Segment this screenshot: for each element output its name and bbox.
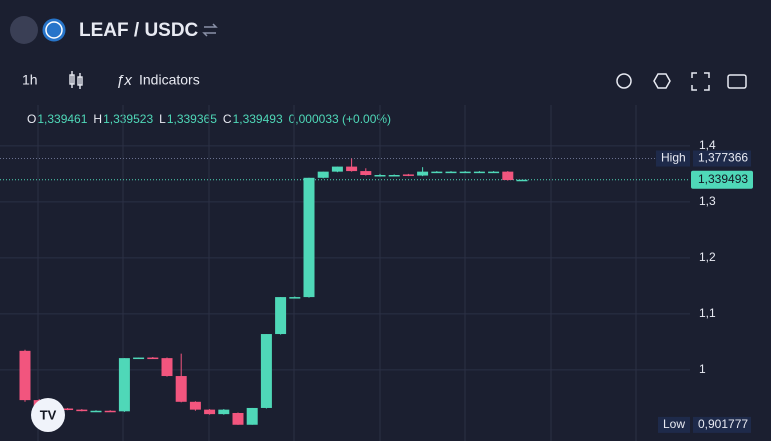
pair-title: LEAF / USDC <box>79 20 199 41</box>
candle-body <box>147 357 159 360</box>
ohlc-key: L <box>159 112 166 126</box>
low-value-box <box>693 416 751 433</box>
high-value-box <box>693 150 751 167</box>
y-tick-label: 1,2 <box>699 250 716 264</box>
candle-body <box>502 171 514 181</box>
screenshot-icon[interactable] <box>727 74 747 89</box>
candle-body <box>275 297 287 335</box>
low-name-box <box>658 416 690 433</box>
low-value: 0,901777 <box>698 417 748 431</box>
candle-body <box>175 376 187 402</box>
high-value: 1,377366 <box>698 151 748 165</box>
candle-body <box>402 174 414 176</box>
candle-body <box>374 175 386 177</box>
candle-body <box>62 408 74 411</box>
ohlc-value: 1,339523 <box>103 112 153 126</box>
candle-body <box>360 171 372 175</box>
chart-type-icon[interactable] <box>69 71 83 89</box>
candle-body <box>133 357 145 360</box>
quote-token-icon <box>39 15 69 45</box>
y-tick-label: 1 <box>699 362 706 376</box>
low-name: Low <box>663 417 685 431</box>
candle-body <box>218 409 230 415</box>
logo-glyph: TV <box>40 407 57 422</box>
candle-body <box>161 358 173 377</box>
base-token-icon <box>10 16 38 44</box>
candle-body <box>232 413 244 425</box>
candle-body <box>260 334 272 408</box>
indicators-button[interactable]: Indicators <box>139 72 200 88</box>
candle-body <box>246 407 258 425</box>
candle-body <box>488 171 500 174</box>
candle-body <box>118 358 130 412</box>
candle-body <box>303 177 315 298</box>
fullscreen-icon[interactable] <box>691 72 710 91</box>
candle-body <box>189 401 201 410</box>
y-tick-label: 1,3 <box>699 194 716 208</box>
candle-body <box>76 409 88 412</box>
candle-body <box>317 171 329 178</box>
candle-body <box>473 171 485 174</box>
last-price-box <box>691 170 753 189</box>
candle-body <box>346 166 358 172</box>
candle-body <box>331 166 343 172</box>
candle-body <box>516 179 528 182</box>
ohlc-value: 1,339365 <box>167 112 217 126</box>
y-tick-label: 1,4 <box>699 138 716 152</box>
candle-body <box>431 171 443 174</box>
quote-token-glyph <box>45 21 63 39</box>
candle-body <box>388 175 400 177</box>
candle-body <box>445 171 457 174</box>
ohlc-key: H <box>93 112 102 126</box>
candle-body <box>104 410 116 413</box>
ohlc-key: C <box>223 112 232 126</box>
settings-icon[interactable] <box>653 73 671 89</box>
candle-body <box>459 171 471 174</box>
high-name: High <box>661 151 686 165</box>
candle-body <box>19 350 31 401</box>
y-tick-label: 1,1 <box>699 306 716 320</box>
ohlc-value: 1,339493 <box>233 112 283 126</box>
alert-icon[interactable] <box>616 73 632 89</box>
tradingview-logo[interactable] <box>31 398 65 432</box>
candle-body <box>417 171 429 176</box>
candle-body <box>289 297 301 299</box>
swap-icon[interactable] <box>202 23 218 37</box>
fx-icon[interactable]: ƒx <box>116 72 132 89</box>
high-name-box <box>656 150 690 167</box>
last-price-value: 1,339493 <box>698 172 748 186</box>
candle-body <box>90 410 102 413</box>
ohlc-key: O <box>27 112 36 126</box>
candle-body <box>204 409 216 415</box>
ohlc-value: 1,339461 <box>37 112 87 126</box>
change-value: 0,000033 (+0.00%) <box>289 112 391 126</box>
interval-button[interactable]: 1h <box>22 72 38 88</box>
